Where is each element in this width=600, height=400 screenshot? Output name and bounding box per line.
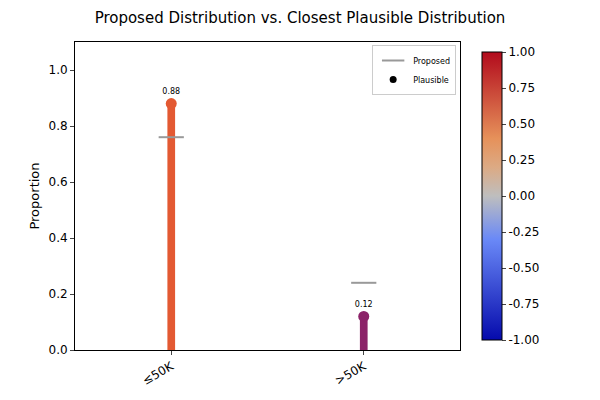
svg-text:0.12: 0.12 [355, 300, 373, 309]
svg-text:0.50: 0.50 [508, 117, 535, 131]
svg-text:0.00: 0.00 [508, 189, 535, 203]
svg-text:0.4: 0.4 [49, 231, 68, 245]
svg-text:0.25: 0.25 [508, 153, 535, 167]
svg-text:-1.00: -1.00 [508, 333, 539, 347]
svg-text:-0.25: -0.25 [508, 225, 539, 239]
svg-text:Proportion: Proportion [27, 162, 42, 229]
svg-text:1.0: 1.0 [49, 63, 68, 77]
svg-text:Proposed Distribution vs. Clos: Proposed Distribution vs. Closest Plausi… [95, 9, 506, 27]
svg-text:0.88: 0.88 [162, 87, 180, 96]
svg-text:-0.75: -0.75 [508, 297, 539, 311]
svg-text:Proposed: Proposed [413, 57, 450, 66]
svg-text:0.0: 0.0 [49, 343, 68, 357]
svg-text:≤50K: ≤50K [140, 359, 177, 388]
svg-text:0.75: 0.75 [508, 81, 535, 95]
svg-text:>50K: >50K [332, 359, 369, 388]
svg-text:1.00: 1.00 [508, 45, 535, 59]
svg-text:0.6: 0.6 [49, 175, 68, 189]
svg-text:0.8: 0.8 [49, 119, 68, 133]
svg-text:-0.50: -0.50 [508, 261, 539, 275]
svg-text:Plausible: Plausible [413, 76, 449, 85]
svg-text:0.2: 0.2 [49, 287, 68, 301]
